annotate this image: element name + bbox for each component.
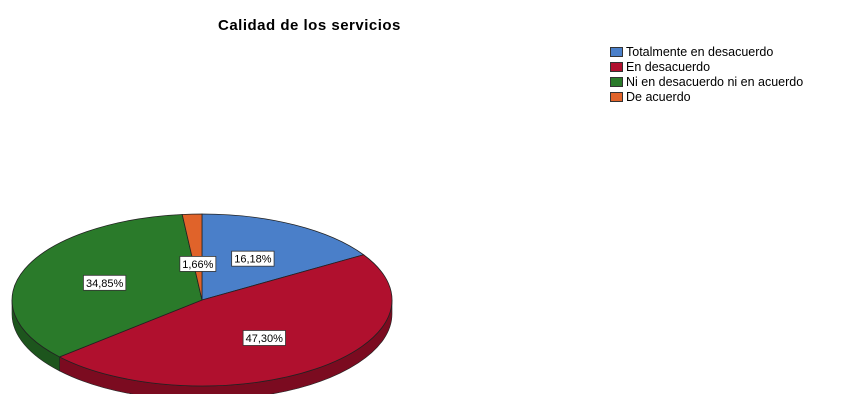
legend-swatch	[610, 76, 623, 87]
legend-swatch	[610, 61, 623, 72]
legend-label: Ni en desacuerdo ni en acuerdo	[626, 74, 804, 89]
legend-label: De acuerdo	[626, 89, 691, 104]
data-label-text: 34,85%	[86, 278, 124, 290]
data-label: 16,18%	[231, 250, 275, 267]
legend-item: En desacuerdo	[610, 59, 803, 74]
data-label-box	[242, 330, 286, 346]
legend-label: En desacuerdo	[626, 59, 711, 74]
chart-legend: Totalmente en desacuerdo En desacuerdo Ni …	[610, 44, 803, 104]
data-label: 47,30%	[242, 330, 286, 346]
chart-title: Calidad de los servicios	[218, 17, 401, 34]
pie-slice	[58, 254, 393, 387]
legend-label: Totalmente en desacuerdo	[626, 44, 774, 59]
data-label: 1,66%	[179, 256, 217, 272]
legend-swatch	[610, 46, 623, 57]
data-label-text: 1,66%	[182, 259, 213, 271]
data-label: 34,85%	[83, 274, 127, 291]
data-label-text: 47,30%	[246, 333, 284, 345]
data-label-box	[179, 256, 217, 272]
data-label-box	[231, 250, 275, 267]
legend-item: De acuerdo	[610, 89, 803, 104]
pie-slice	[201, 213, 365, 301]
legend-item: Totalmente en desacuerdo	[610, 44, 803, 59]
legend-swatch	[610, 91, 623, 102]
legend-item: Ni en desacuerdo ni en acuerdo	[610, 74, 803, 89]
data-label-box	[83, 274, 127, 291]
data-label-text: 16,18%	[234, 254, 272, 266]
